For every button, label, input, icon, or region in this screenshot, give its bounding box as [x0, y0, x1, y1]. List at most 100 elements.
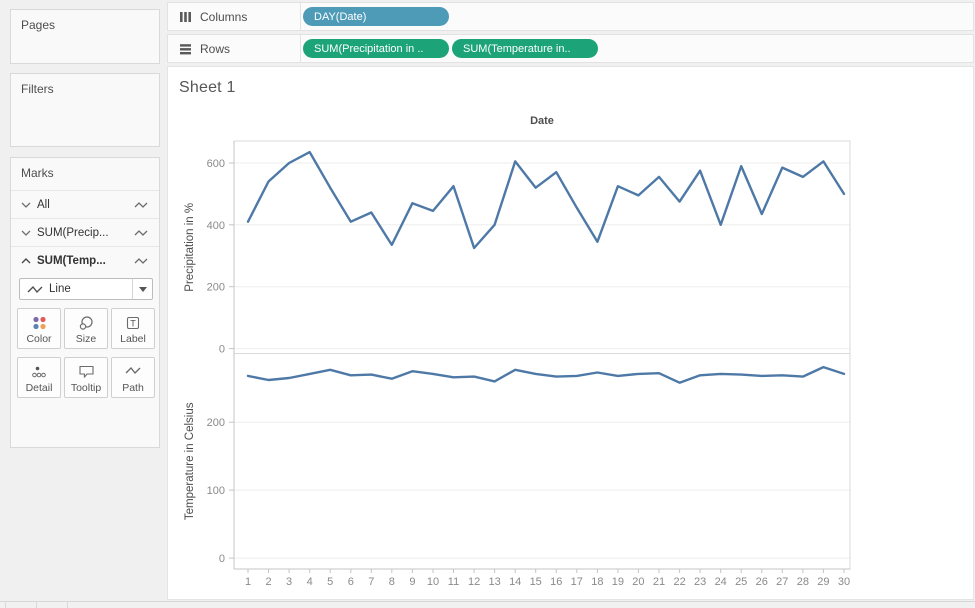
tooltip-button[interactable]: Tooltip — [64, 357, 108, 398]
svg-text:29: 29 — [817, 576, 829, 588]
svg-text:0: 0 — [219, 344, 225, 356]
size-icon — [65, 315, 107, 331]
svg-text:22: 22 — [673, 576, 685, 588]
chevron-down-icon — [21, 202, 31, 208]
columns-shelf-header: Columns — [168, 3, 301, 30]
rows-icon — [179, 43, 192, 55]
size-button-label: Size — [75, 333, 97, 345]
filters-shelf[interactable]: Filters — [10, 73, 160, 147]
status-cell — [37, 602, 68, 608]
filters-label: Filters — [21, 82, 54, 96]
label-button-label: Label — [120, 333, 146, 345]
svg-text:Temperature in Celsius: Temperature in Celsius — [184, 402, 196, 520]
marks-item-label: All — [37, 198, 50, 211]
rows-pillbox: SUM(Precipitation in .. SUM(Temperature … — [301, 39, 601, 58]
svg-text:16: 16 — [550, 576, 562, 588]
svg-text:8: 8 — [389, 576, 395, 588]
path-button[interactable]: Path — [111, 357, 155, 398]
path-button-label: Path — [122, 382, 144, 394]
svg-text:15: 15 — [530, 576, 542, 588]
svg-text:600: 600 — [207, 158, 225, 170]
svg-text:26: 26 — [756, 576, 768, 588]
svg-text:18: 18 — [591, 576, 603, 588]
svg-text:24: 24 — [715, 576, 727, 588]
svg-text:3: 3 — [286, 576, 292, 588]
pages-shelf[interactable]: Pages — [10, 9, 160, 64]
status-cell — [6, 602, 37, 608]
svg-text:10: 10 — [427, 576, 439, 588]
svg-text:14: 14 — [509, 576, 521, 588]
pill-sum-temperature[interactable]: SUM(Temperature in.. — [452, 39, 598, 58]
color-icon — [18, 315, 60, 331]
svg-text:2: 2 — [265, 576, 271, 588]
chart-canvas[interactable]: 0 200 400 600 Precipitation in % 0 100 200 Tempe… — [168, 67, 973, 599]
svg-text:1: 1 — [245, 576, 251, 588]
rows-shelf-header: Rows — [168, 35, 301, 62]
label-icon: T — [112, 315, 154, 331]
svg-text:23: 23 — [694, 576, 706, 588]
pill-day-date[interactable]: DAY(Date) — [303, 7, 449, 26]
svg-text:9: 9 — [409, 576, 415, 588]
svg-text:30: 30 — [838, 576, 850, 588]
svg-text:T: T — [130, 319, 136, 329]
svg-text:Precipitation in %: Precipitation in % — [184, 203, 196, 292]
color-button-label: Color — [26, 333, 52, 345]
marks-item-all[interactable]: All — [11, 190, 159, 218]
svg-text:11: 11 — [448, 576, 459, 588]
svg-text:5: 5 — [327, 576, 333, 588]
line-mark-icon — [27, 284, 43, 295]
marks-label: Marks — [21, 166, 54, 180]
svg-text:12: 12 — [468, 576, 480, 588]
label-button[interactable]: T Label — [111, 308, 155, 349]
svg-text:27: 27 — [776, 576, 788, 588]
columns-pillbox: DAY(Date) — [301, 7, 452, 26]
svg-text:21: 21 — [653, 576, 665, 588]
svg-text:25: 25 — [735, 576, 747, 588]
sheet-view: Sheet 1 Date 0 200 400 600 Precipitation in … — [167, 66, 974, 600]
marks-item-temperature[interactable]: SUM(Temp... — [11, 246, 159, 274]
svg-text:28: 28 — [797, 576, 809, 588]
x-axis-header: Date — [530, 115, 554, 127]
pill-sum-precipitation[interactable]: SUM(Precipitation in .. — [303, 39, 449, 58]
rows-label: Rows — [200, 41, 231, 56]
marks-item-label: SUM(Precip... — [37, 226, 109, 239]
svg-text:400: 400 — [207, 220, 225, 232]
sheet-title: Sheet 1 — [179, 79, 236, 96]
detail-icon — [18, 364, 60, 380]
svg-text:0: 0 — [219, 553, 225, 565]
svg-text:6: 6 — [348, 576, 354, 588]
line-mark-icon — [134, 256, 149, 266]
mark-type-value: Line — [49, 283, 71, 295]
columns-label: Columns — [200, 9, 248, 24]
svg-text:20: 20 — [632, 576, 644, 588]
marks-item-precipitation[interactable]: SUM(Precip... — [11, 218, 159, 246]
pages-label: Pages — [21, 18, 56, 32]
status-bar — [0, 601, 975, 608]
line-mark-icon — [134, 200, 149, 210]
svg-text:100: 100 — [207, 485, 225, 497]
mark-type-dropdown[interactable]: Line — [19, 278, 153, 300]
rows-shelf[interactable]: Rows SUM(Precipitation in .. SUM(Tempera… — [167, 34, 974, 63]
color-button[interactable]: Color — [17, 308, 61, 349]
svg-text:19: 19 — [612, 576, 624, 588]
svg-text:13: 13 — [488, 576, 500, 588]
svg-text:4: 4 — [307, 576, 313, 588]
svg-text:200: 200 — [207, 417, 225, 429]
marks-item-label: SUM(Temp... — [37, 254, 106, 267]
marks-panel: Marks All SUM(Precip... SUM(Temp... — [10, 157, 160, 448]
svg-text:200: 200 — [207, 282, 225, 294]
dropdown-arrow-icon — [132, 279, 152, 299]
columns-shelf[interactable]: Columns DAY(Date) — [167, 2, 974, 31]
chevron-down-icon — [21, 230, 31, 236]
detail-button-label: Detail — [25, 382, 53, 394]
tooltip-button-label: Tooltip — [70, 382, 102, 394]
svg-text:17: 17 — [571, 576, 583, 588]
tooltip-icon — [65, 364, 107, 379]
svg-text:7: 7 — [368, 576, 374, 588]
size-button[interactable]: Size — [64, 308, 108, 349]
detail-button[interactable]: Detail — [17, 357, 61, 398]
line-mark-icon — [134, 228, 149, 238]
columns-icon — [179, 11, 192, 23]
status-cell — [0, 602, 6, 608]
